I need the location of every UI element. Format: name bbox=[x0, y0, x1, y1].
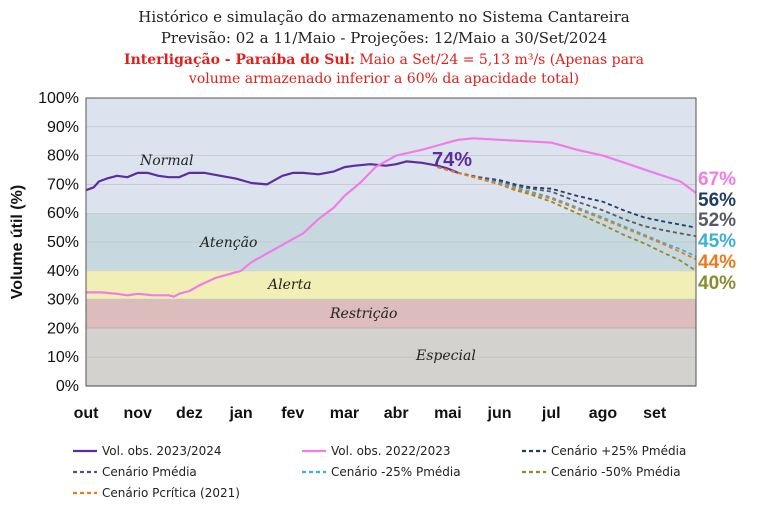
y-tick-label: 70% bbox=[47, 176, 79, 193]
legend-label-6: Cenário Pcrítica (2021) bbox=[102, 486, 240, 500]
y-tick-label: 80% bbox=[47, 148, 79, 165]
chart-title-line2: Previsão: 02 a 11/Maio - Projeções: 12/M… bbox=[161, 29, 607, 47]
x-tick-label: set bbox=[643, 405, 667, 422]
end-label-1: 56% bbox=[698, 190, 736, 211]
y-tick-labels: 0% 10% 20% 30% 40% 50% 60% 70% 80% 90% 100% bbox=[38, 90, 79, 395]
zone-band-2 bbox=[86, 270, 696, 300]
series-line-0 bbox=[85, 160, 459, 192]
legend: Vol. obs. 2023/2024 Vol. obs. 2022/2023 Ce… bbox=[73, 444, 686, 500]
series-lines bbox=[85, 137, 697, 298]
end-label-5: 40% bbox=[698, 273, 736, 294]
end-label-0: 67% bbox=[698, 169, 736, 190]
legend-label-4: Cenário -25% Pmédia bbox=[331, 465, 461, 479]
series-line-1 bbox=[86, 137, 697, 298]
legend-label-3: Cenário Pmédia bbox=[102, 465, 197, 479]
chart-title-line3: Interligação - Paraíba do Sul: Maio a Se… bbox=[124, 51, 644, 68]
y-tick-label: 0% bbox=[56, 378, 79, 395]
series-line-3 bbox=[437, 166, 697, 238]
zone-band-3 bbox=[86, 299, 696, 329]
chart-title-line1: Histórico e simulação do armazenamento n… bbox=[138, 8, 629, 26]
y-tick-label: 10% bbox=[47, 349, 79, 366]
x-tick-label: dez bbox=[176, 405, 203, 422]
y-tick-label: 30% bbox=[47, 292, 79, 309]
y-tick-label: 100% bbox=[38, 90, 79, 107]
y-tick-label: 40% bbox=[47, 263, 79, 280]
x-tick-label: nov bbox=[123, 405, 152, 422]
legend-label-2: Cenário +25% Pmédia bbox=[551, 444, 686, 458]
y-tick-label: 60% bbox=[47, 205, 79, 222]
x-tick-label: out bbox=[74, 405, 100, 422]
x-tick-label: jul bbox=[541, 405, 561, 422]
x-tick-label: fev bbox=[281, 405, 304, 422]
x-tick-label: mai bbox=[434, 405, 462, 422]
zone-label-1: Atenção bbox=[198, 235, 257, 251]
y-tick-label: 90% bbox=[47, 119, 79, 136]
legend-label-1: Vol. obs. 2022/2023 bbox=[331, 444, 451, 458]
x-tick-label: mar bbox=[330, 405, 359, 422]
plot-frame bbox=[85, 97, 697, 387]
x-tick-label: jun bbox=[487, 405, 512, 422]
x-tick-label: ago bbox=[589, 405, 618, 422]
legend-label-5: Cenário -50% Pmédia bbox=[551, 465, 681, 479]
end-label-2: 52% bbox=[698, 210, 736, 231]
zone-bands bbox=[86, 98, 696, 387]
y-axis-label: Volume útil (%) bbox=[9, 185, 26, 299]
y-tick-label: 50% bbox=[47, 234, 79, 251]
end-labels: 67%56%52%45%44%40% bbox=[698, 169, 736, 294]
x-tick-label: jan bbox=[229, 405, 253, 422]
end-label-4: 44% bbox=[698, 252, 736, 273]
series-line-5 bbox=[437, 166, 697, 272]
end-label-3: 45% bbox=[698, 231, 736, 252]
zone-labels: Normal Atenção Alerta Restrição Especial bbox=[139, 153, 476, 364]
zone-label-4: Especial bbox=[415, 348, 476, 364]
series-line-2 bbox=[437, 166, 697, 229]
zone-label-2: Alerta bbox=[266, 277, 312, 293]
annotation-74: 74% bbox=[432, 149, 472, 171]
chart-title-line3-bold: Interligação - Paraíba do Sul: bbox=[124, 51, 355, 68]
y-tick-label: 20% bbox=[47, 320, 79, 337]
zone-label-0: Normal bbox=[139, 153, 193, 169]
gridlines bbox=[86, 126, 696, 358]
zone-label-3: Restrição bbox=[329, 306, 397, 322]
x-tick-labels: out nov dez jan fev mar abr mai jun jul ago set bbox=[74, 405, 667, 422]
x-tick-label: abr bbox=[384, 405, 409, 422]
chart-title-line4: volume armazenado inferior a 60% da apac… bbox=[188, 71, 579, 87]
chart-title-line3-rest: Maio a Set/24 = 5,13 m³/s (Apenas para bbox=[355, 52, 644, 68]
legend-label-0: Vol. obs. 2023/2024 bbox=[102, 444, 222, 458]
